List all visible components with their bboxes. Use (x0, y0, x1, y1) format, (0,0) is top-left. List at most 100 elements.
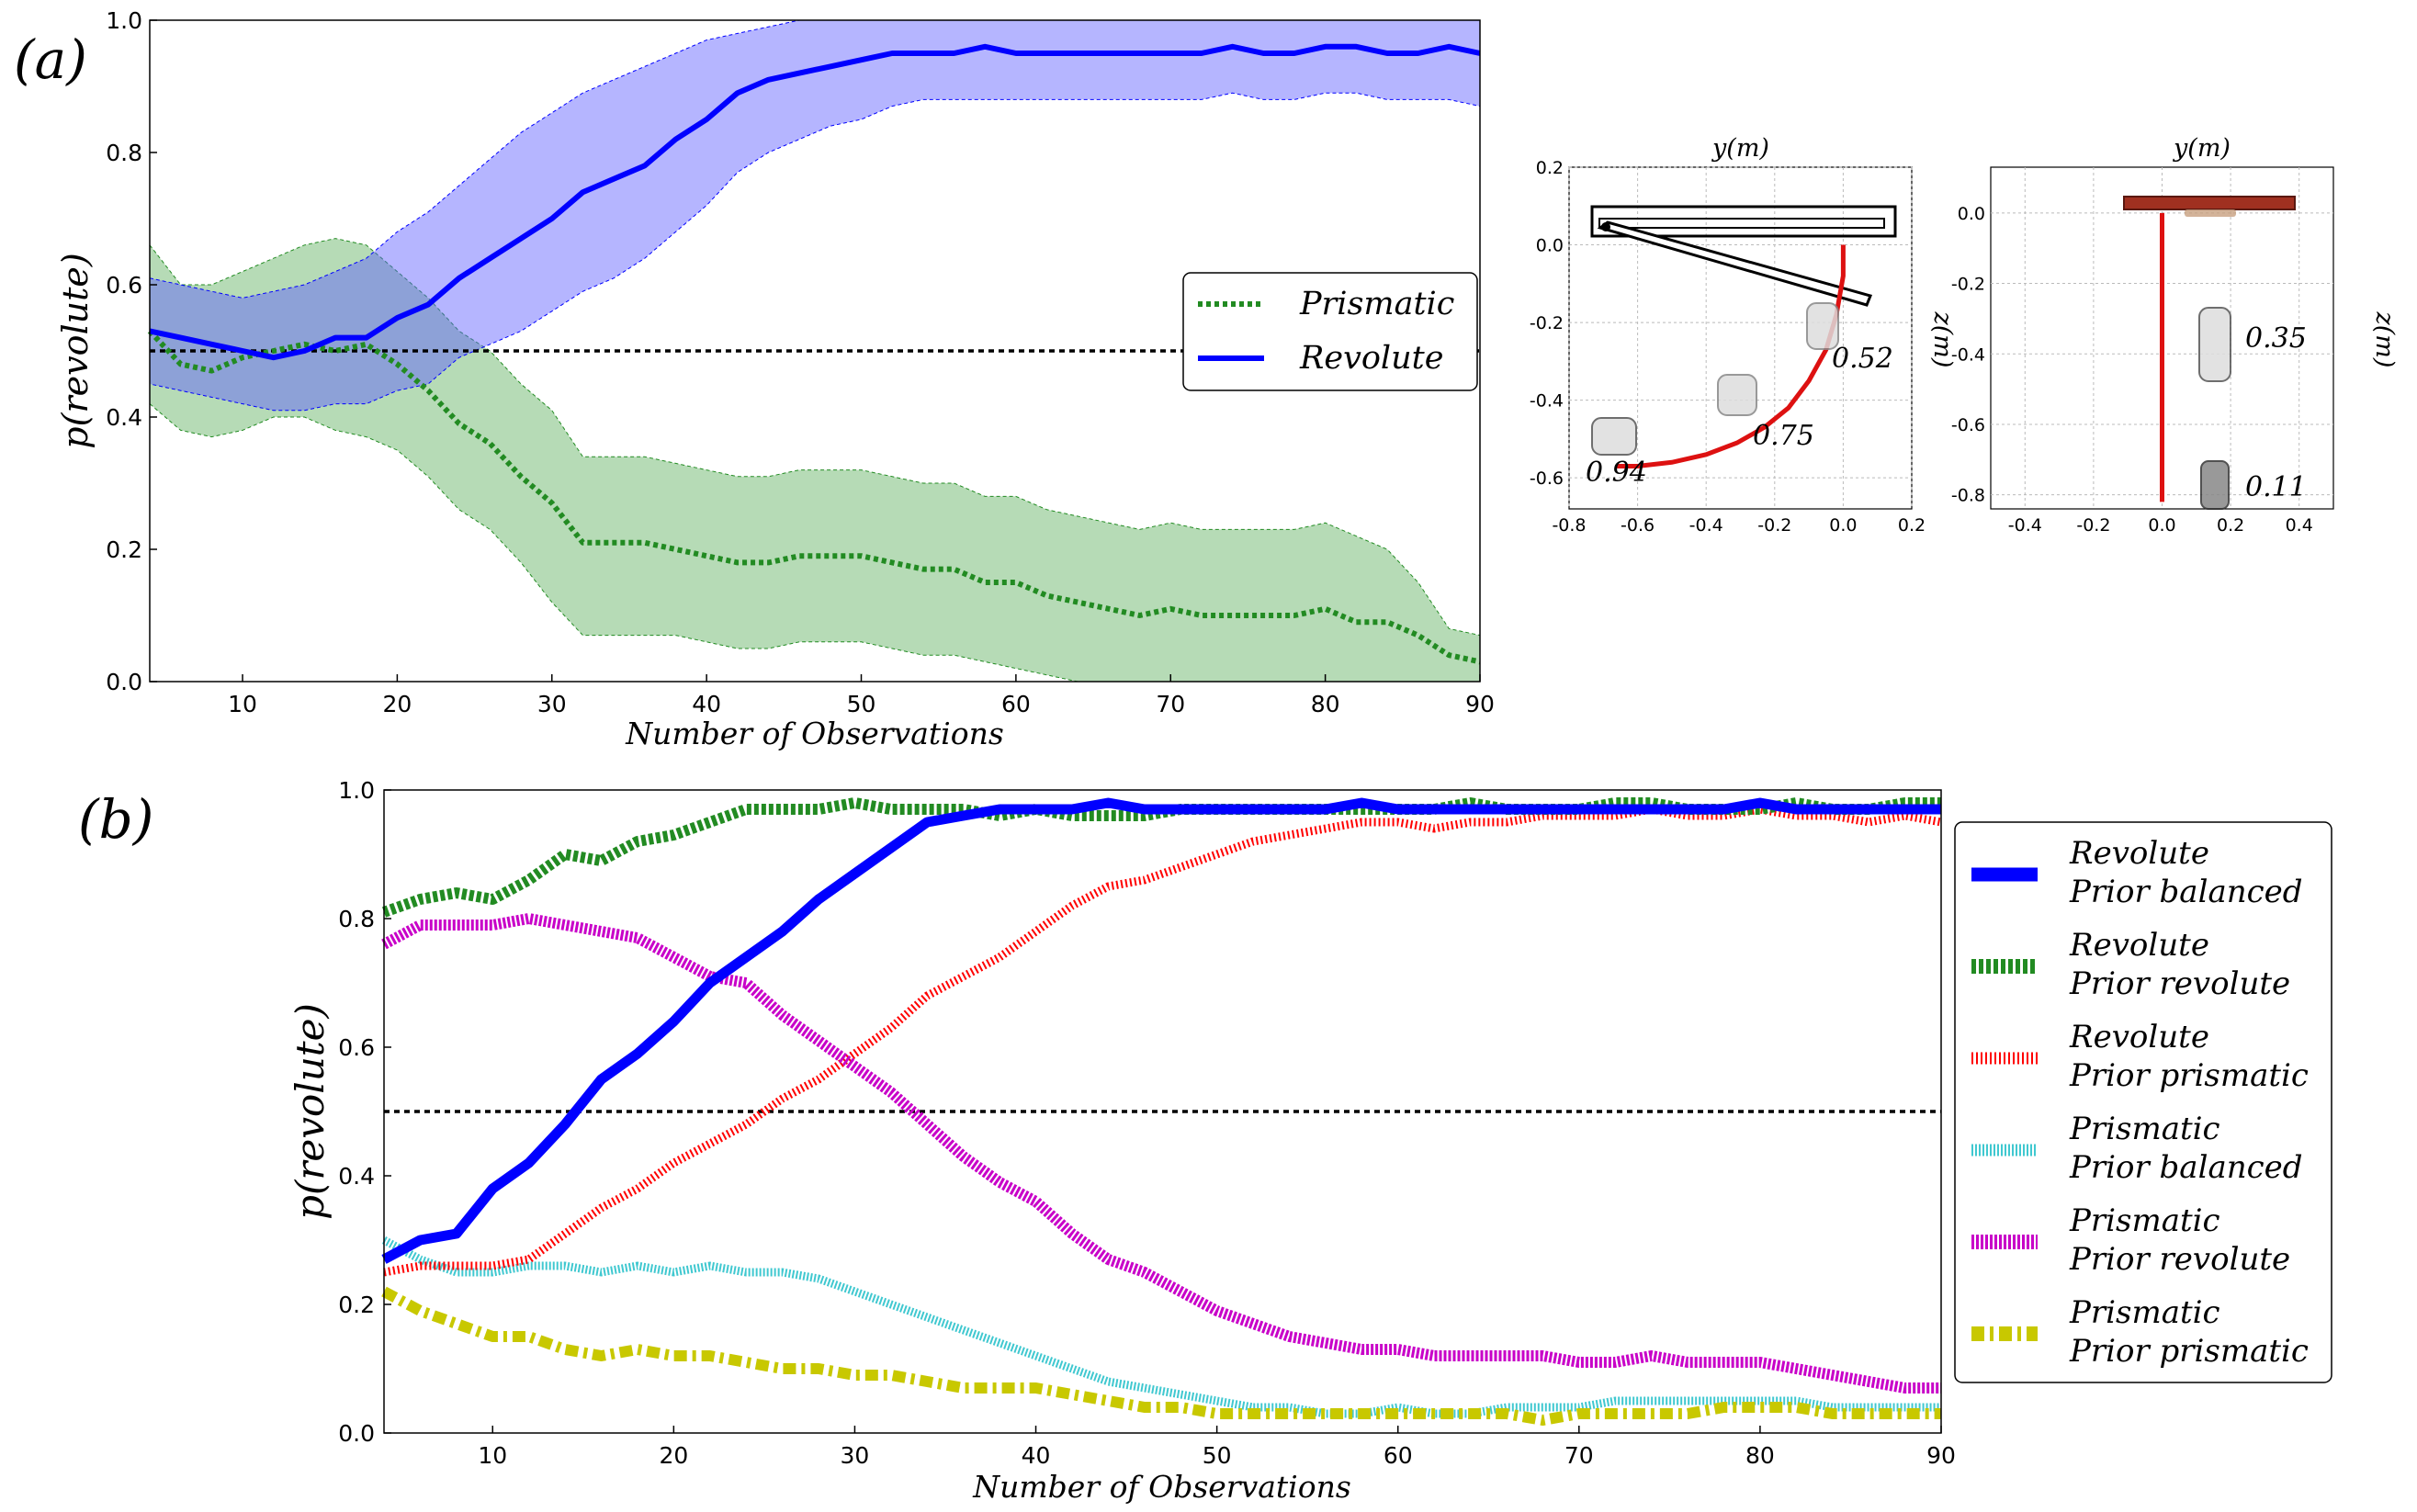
chart-a-xlabel: Number of Observations (625, 716, 1004, 751)
inset-xtick-label: 0.0 (2148, 515, 2175, 536)
legend-b-prior: Prior balanced (2069, 874, 2303, 910)
inset-ytick-label: 0.0 (1536, 236, 1564, 256)
legend-a-revolute-label: Revolute (1299, 340, 1443, 377)
inset-ytick-label: -0.4 (1530, 391, 1564, 412)
chart-b-line-prismatic-prior-balanced (381, 1236, 1941, 1418)
gripper-marker-1 (1806, 302, 1839, 350)
chart-a-ytick-label: 1.0 (106, 7, 142, 34)
inset-left-ylabel: z(m) (1928, 311, 1957, 368)
legend-a-prismatic-label: Prismatic (1299, 286, 1454, 322)
inset-left-annot-1: 0.52 (1832, 343, 1893, 375)
chart-b-line-revolute-prior-prismatic (383, 805, 1942, 1277)
hinge-dot (1601, 222, 1610, 231)
chart-b-ytick-label: 0.6 (338, 1034, 375, 1061)
inset-ytick-label: 0.0 (1958, 204, 1985, 224)
inset-xtick-label: 0.0 (1829, 515, 1857, 536)
gripper-marker-r2 (2200, 460, 2230, 510)
chart-b-ticks: 10 20 30 40 50 60 70 80 90 0.0 0.2 0.4 0.6 0.8 1.0 (338, 777, 1956, 1469)
chart-a-ytick-label: 0.2 (106, 536, 142, 563)
chart-a-line-revolute (149, 43, 1481, 361)
legend-b-name: Prismatic (2069, 1202, 2220, 1239)
panel-label-b: (b) (78, 788, 153, 851)
inset-xtick-label: -0.6 (1621, 515, 1655, 536)
chart-a-xtick-label: 50 (847, 691, 876, 717)
inset-xtick-label: -0.4 (2008, 515, 2042, 536)
inset-right: 0.35 0.11 -0.4 -0.2 0.0 0.2 0.40.0-0.2-0.4-0… (1951, 134, 2399, 536)
chart-a-ytick-label: 0.8 (106, 140, 142, 166)
legend-b-prior: Prior balanced (2069, 1149, 2303, 1186)
chart-b-xtick-label: 40 (1022, 1442, 1051, 1469)
inset-left-door-sketch (1590, 205, 1897, 307)
panel-label-a: (a) (14, 28, 87, 91)
chart-b-xtick-label: 60 (1384, 1442, 1413, 1469)
inset-right-annot-2: 0.11 (2245, 471, 2307, 503)
drawer-handle (2185, 209, 2236, 217)
chart-a-legend: Prismatic Revolute (1182, 272, 1478, 391)
chart-b: 10 20 30 40 50 60 70 80 90 0.0 0.2 0.4 0.6 0.8 1.0 Num… (288, 777, 2332, 1505)
chart-a-xtick-label: 10 (228, 691, 257, 717)
chart-b-legend-box (1954, 821, 2332, 1383)
inset-xtick-label: -0.8 (1552, 515, 1586, 536)
chart-b-ytick-label: 0.8 (338, 906, 375, 932)
chart-b-ytick-label: 1.0 (338, 777, 375, 804)
chart-b-ytick-label: 0.2 (338, 1292, 375, 1318)
legend-b-name: Prismatic (2069, 1294, 2220, 1331)
legend-b-name: Prismatic (2069, 1111, 2220, 1147)
chart-a-xtick-label: 40 (692, 691, 721, 717)
legend-b-prior: Prior revolute (2069, 965, 2290, 1002)
legend-b-name: Revolute (2069, 1019, 2209, 1055)
chart-a-ytick-label: 0.4 (106, 404, 142, 431)
chart-b-xtick-label: 90 (1926, 1442, 1956, 1469)
inset-right-ticks: -0.4 -0.2 0.0 0.2 0.4 0.0 -0.2 -0.4 -0.6 -0.8 (1951, 204, 2313, 536)
chart-a-xtick-label: 30 (537, 691, 567, 717)
inset-xtick-label: 0.2 (1898, 515, 1926, 536)
chart-a-line-prismatic (147, 329, 1481, 665)
drawer-front (2123, 196, 2296, 210)
chart-a-xtick-label: 80 (1311, 691, 1340, 717)
inset-ytick-label: -0.2 (1530, 313, 1564, 333)
inset-right-xlabel: y(m) (2173, 134, 2231, 163)
gripper-marker-r1 (2198, 307, 2231, 382)
chart-a-ticks: 10 20 30 40 50 60 70 80 90 0.0 0.2 0.4 0.6 0.8 1.0 (106, 7, 1495, 717)
inset-ytick-label: -0.4 (1951, 344, 1985, 365)
door-frame-inner (1598, 218, 1885, 229)
legend-b-prior: Prior prismatic (2069, 1057, 2309, 1094)
chart-a-ytick-label: 0.0 (106, 669, 142, 695)
door-frame-outer (1590, 205, 1897, 238)
chart-b-xtick-label: 80 (1745, 1442, 1775, 1469)
gripper-marker-2 (1717, 374, 1757, 416)
inset-left-xlabel: y(m) (1711, 134, 1769, 163)
chart-a-xtick-label: 90 (1465, 691, 1495, 717)
chart-b-xlabel: Number of Observations (972, 1469, 1351, 1505)
chart-b-xtick-label: 10 (478, 1442, 507, 1469)
chart-b-frame (383, 789, 1942, 1434)
chart-b-ytick-label: 0.0 (338, 1420, 375, 1447)
inset-ytick-label: -0.6 (1530, 468, 1564, 489)
chart-b-ytick-label: 0.4 (338, 1163, 375, 1190)
chart-a-ylabel: p(revolute) (55, 253, 96, 448)
gripper-marker-3 (1591, 417, 1637, 456)
inset-xtick-label: -0.4 (1689, 515, 1723, 536)
chart-a: 10 20 30 40 50 60 70 80 90 0.0 0.2 0.4 0.6 0.8 1.0 Num… (55, 7, 1495, 751)
inset-xtick-label: -0.2 (2076, 515, 2110, 536)
chart-b-xtick-label: 70 (1564, 1442, 1594, 1469)
chart-a-frame (149, 19, 1481, 683)
legend-b-name: Revolute (2069, 835, 2209, 872)
legend-b-prior: Prior prismatic (2069, 1333, 2309, 1370)
chart-b-xtick-label: 30 (841, 1442, 870, 1469)
inset-right-ylabel: z(m) (2370, 311, 2399, 368)
chart-b-lines (381, 797, 1942, 1426)
chart-a-xtick-label: 70 (1156, 691, 1185, 717)
inset-ytick-label: -0.2 (1951, 275, 1985, 295)
inset-left-ticks: -0.8 -0.6 -0.4 -0.2 0.0 0.2 0.2 0.0 -0.2 -0.4 -0.6 (1530, 158, 1926, 536)
inset-ytick-label: -0.6 (1951, 415, 1985, 435)
chart-b-xtick-label: 50 (1203, 1442, 1232, 1469)
legend-b-prior: Prior revolute (2069, 1241, 2290, 1278)
inset-ytick-label: 0.2 (1536, 158, 1564, 178)
inset-ytick-label: -0.8 (1951, 486, 1985, 506)
chart-b-xtick-label: 20 (659, 1442, 688, 1469)
inset-right-annot-1: 0.35 (2245, 322, 2307, 355)
chart-a-xtick-label: 20 (382, 691, 412, 717)
